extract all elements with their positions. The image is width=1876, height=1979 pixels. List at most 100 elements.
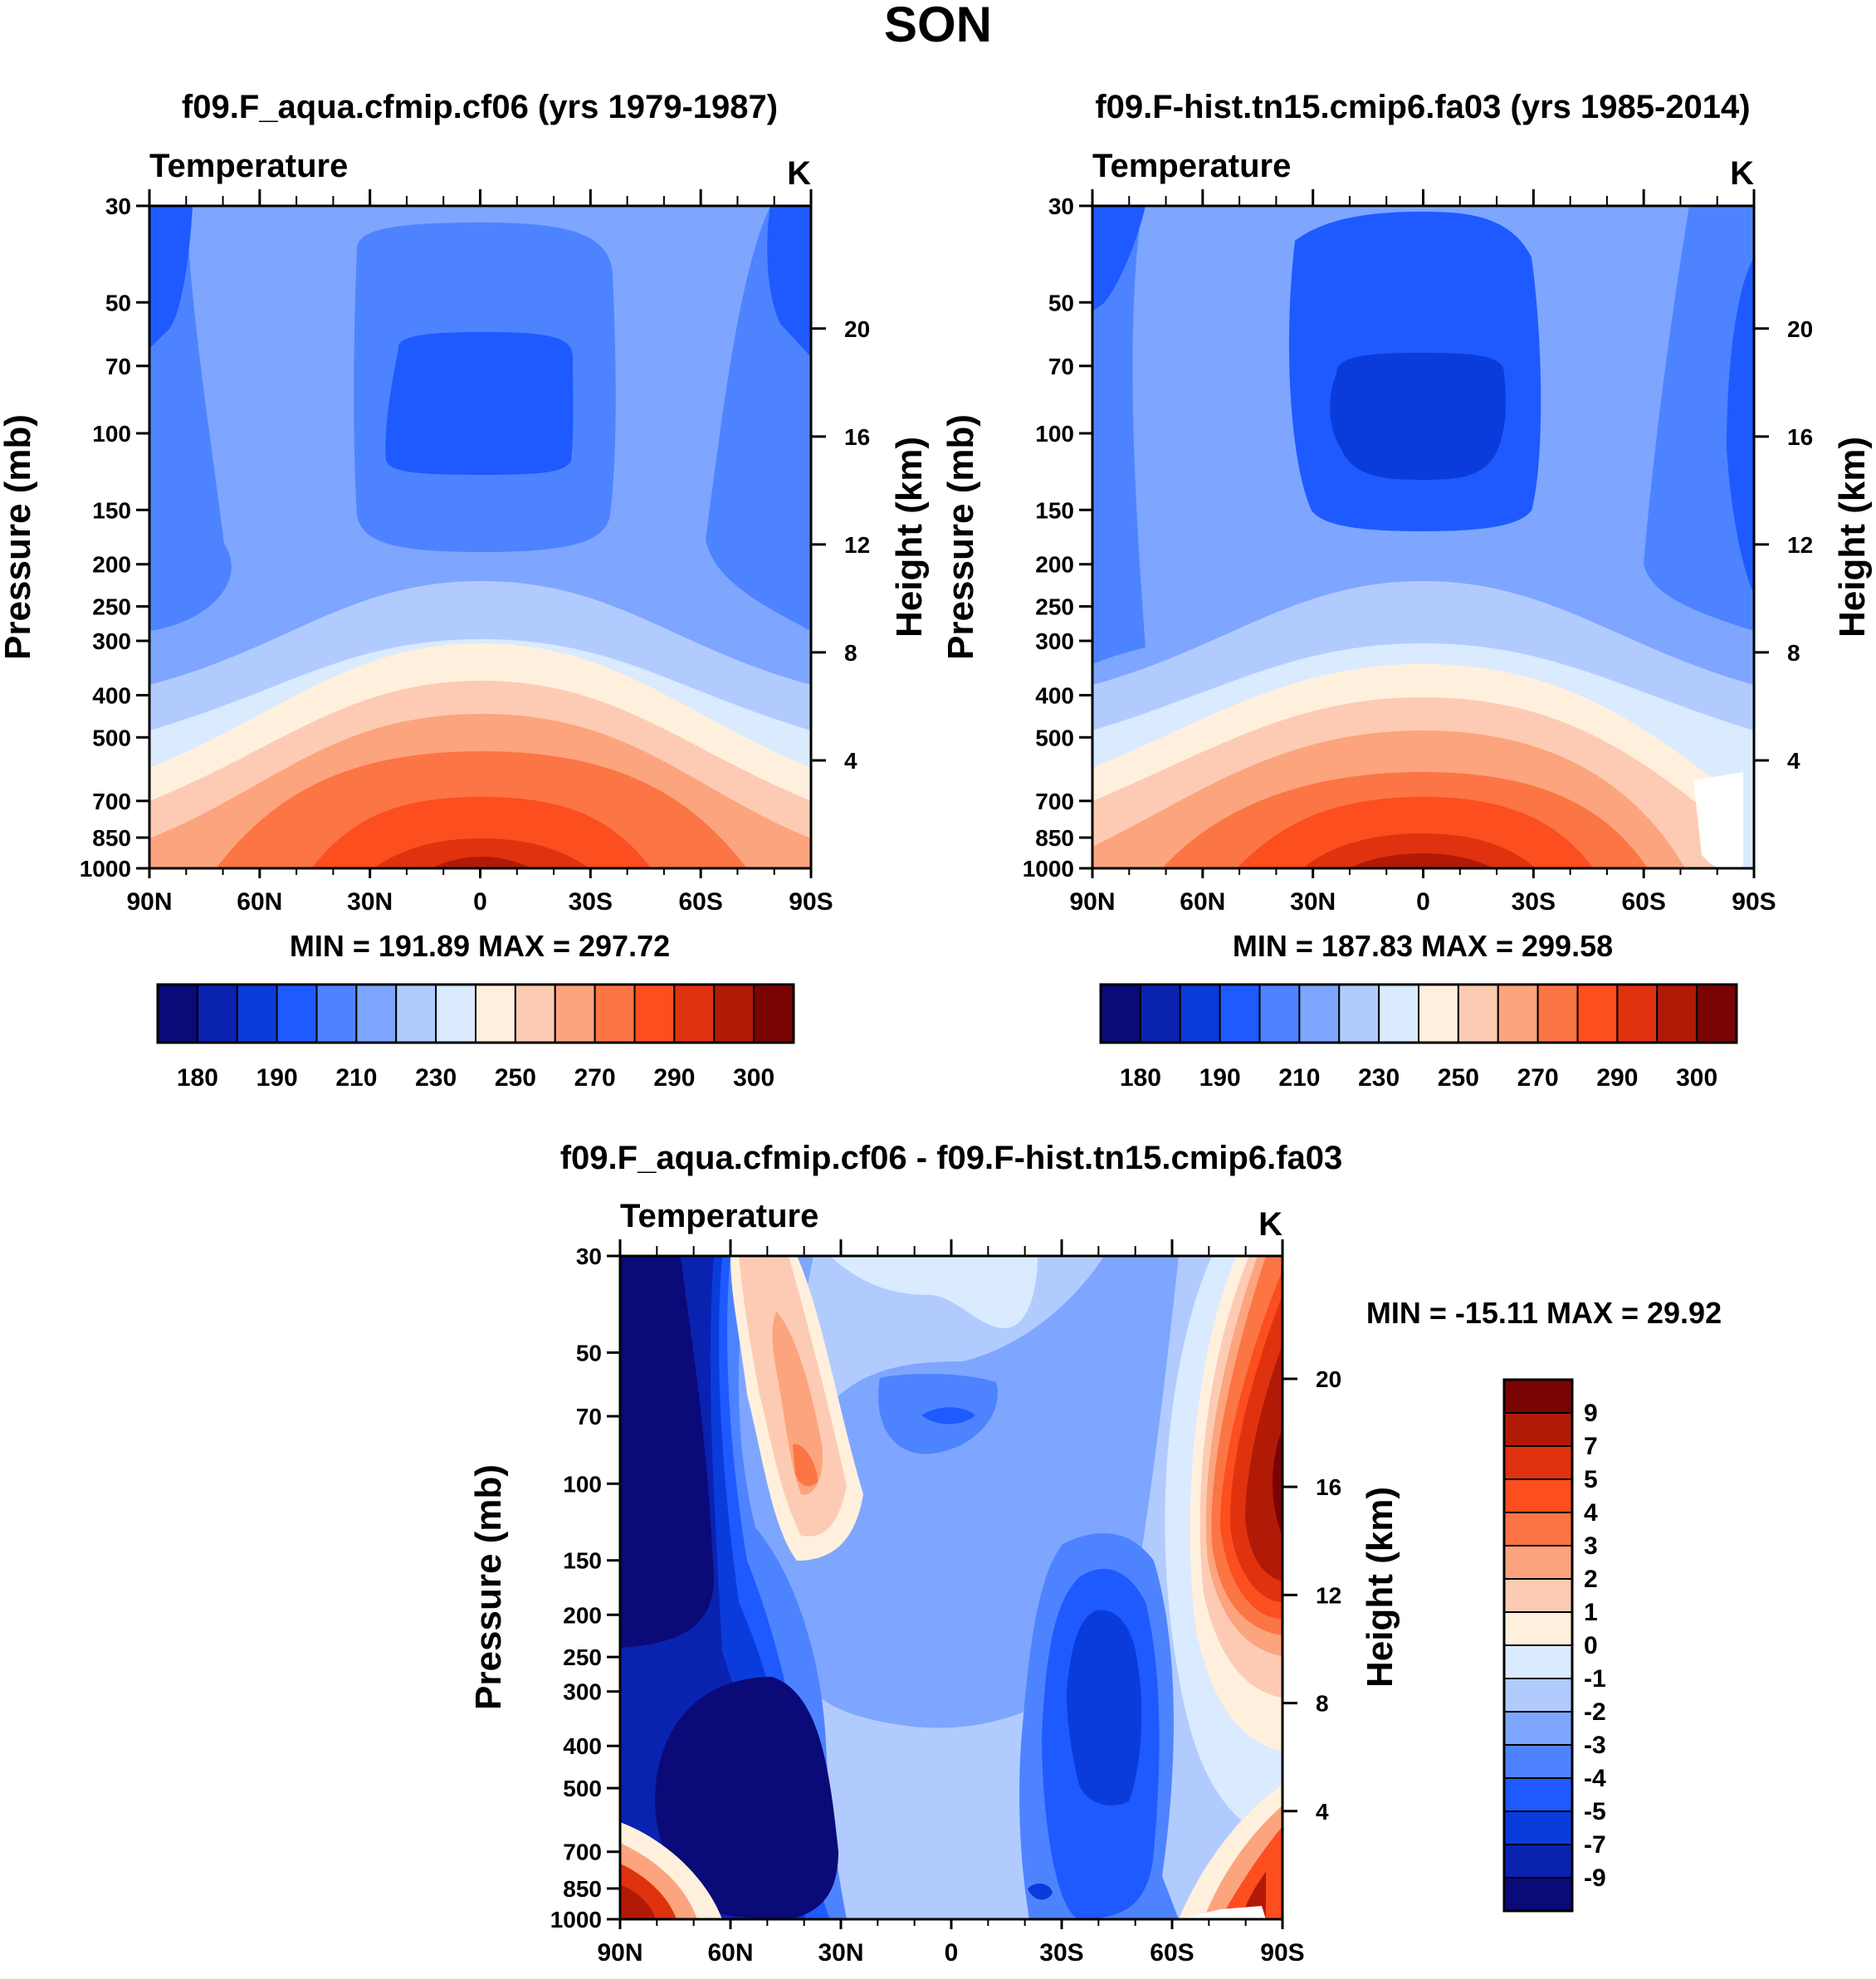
y-tick-label: 150: [563, 1548, 602, 1574]
colorbar-swatch: [1503, 1711, 1573, 1746]
y-tick-label: 1000: [80, 856, 131, 882]
colorbar-frame: [1502, 1378, 1574, 1913]
y-tick-label: 200: [563, 1602, 602, 1628]
colorbar-label: 4: [1584, 1499, 1598, 1527]
colorbar-swatch: [1576, 984, 1619, 1043]
x-tick-label: 30S: [1039, 1939, 1083, 1967]
panel-right-axes: 90N 60N 30N 0 30S 60S 90S 30 50 70 100 150 200 250 300…: [1023, 189, 1813, 916]
colorbar-label: 190: [256, 1064, 298, 1092]
colorbar-swatch: [1503, 1844, 1573, 1879]
colorbar-frame: [156, 983, 795, 1044]
panel-left-axes: 90N 60N 30N 0 30S 60S 90S 30 50 70 100 150 200 250 300…: [80, 189, 870, 916]
colorbar-swatch: [236, 984, 278, 1043]
colorbar-label: 1: [1584, 1599, 1598, 1626]
height-tick-label: 16: [1316, 1474, 1341, 1500]
colorbar-swatch: [514, 984, 556, 1043]
height-tick-label: 16: [1787, 424, 1813, 450]
colorbar-label: 300: [733, 1064, 774, 1092]
y-tick-label: 300: [563, 1679, 602, 1705]
y-tick-label: 200: [1035, 552, 1074, 578]
y-tick-label: 50: [576, 1340, 602, 1366]
colorbar-swatch: [1696, 984, 1737, 1043]
panel-diff: f09.F_aqua.cfmip.cf06 - f09.F-hist.tn15.…: [468, 1140, 1722, 1967]
height-tick-label: 20: [844, 316, 870, 342]
y-tick-label: 100: [563, 1471, 602, 1497]
panel-diff-units: K: [1258, 1206, 1282, 1243]
y-tick-label: 250: [92, 594, 131, 620]
panel-diff-ylabel-right: Height (km): [1360, 1487, 1400, 1688]
panel-left: f09.F_aqua.cfmip.cf06 (yrs 1979-1987) Te…: [0, 89, 930, 1092]
x-tick-label: 30S: [569, 888, 613, 916]
colorbar-label: -1: [1584, 1665, 1606, 1693]
colorbar-swatch: [157, 984, 198, 1043]
colorbar-label: -9: [1584, 1864, 1606, 1892]
colorbar-swatch: [1139, 984, 1181, 1043]
x-tick-label: 30S: [1512, 888, 1556, 916]
x-tick-label: 60N: [707, 1939, 753, 1967]
y-tick-label: 850: [1035, 825, 1074, 851]
colorbar-swatch: [1219, 984, 1261, 1043]
colorbar-swatch: [276, 984, 318, 1043]
y-tick-label: 150: [1035, 497, 1074, 523]
colorbar-swatch: [753, 984, 794, 1043]
panel-right: f09.F-hist.tn15.cmip6.fa03 (yrs 1985-201…: [940, 89, 1873, 1092]
height-tick-label: 8: [1787, 640, 1800, 666]
panel-left-ylabel: Pressure (mb): [0, 414, 38, 660]
x-tick-label: 30N: [347, 888, 393, 916]
colorbar-swatch: [673, 984, 716, 1043]
x-tick-label: 0: [945, 1939, 959, 1967]
height-tick-label: 4: [844, 748, 857, 774]
colorbar-swatch: [1503, 1412, 1573, 1447]
panel-right-title: f09.F-hist.tn15.cmip6.fa03 (yrs 1985-201…: [1095, 89, 1750, 125]
colorbar-swatch: [355, 984, 398, 1043]
y-tick-label: 50: [105, 290, 131, 315]
colorbar-swatch: [1503, 1379, 1573, 1414]
height-tick-label: 8: [844, 640, 857, 666]
y-tick-label: 100: [92, 421, 131, 447]
colorbar-label: 5: [1584, 1466, 1598, 1493]
colorbar-label: 3: [1584, 1532, 1598, 1560]
panel-left-colorbar: 180 190 210 230 250 270 290 300: [156, 983, 795, 1092]
colorbar-label: 270: [574, 1064, 616, 1092]
y-tick-label: 700: [92, 789, 131, 814]
colorbar-label: 300: [1676, 1064, 1717, 1092]
colorbar-label: 290: [653, 1064, 695, 1092]
colorbar-label: 210: [1278, 1064, 1320, 1092]
panel-left-minmax: MIN = 191.89 MAX = 297.72: [290, 929, 670, 963]
colorbar-swatch: [633, 984, 676, 1043]
panel-left-ylabel-right: Height (km): [889, 437, 930, 638]
y-tick-label: 1000: [1023, 856, 1074, 882]
y-tick-label: 150: [92, 497, 131, 523]
colorbar-swatch: [395, 984, 437, 1043]
height-tick-label: 4: [1316, 1799, 1329, 1825]
colorbar-swatch: [1503, 1545, 1573, 1580]
colorbar-swatch: [1616, 984, 1659, 1043]
colorbar-swatch: [1536, 984, 1579, 1043]
height-tick-label: 8: [1316, 1691, 1329, 1717]
y-tick-label: 70: [105, 354, 131, 379]
height-tick-label: 4: [1787, 748, 1800, 774]
colorbar-swatch: [1298, 984, 1341, 1043]
colorbar-swatch: [1179, 984, 1221, 1043]
colorbar-label: -2: [1584, 1698, 1606, 1726]
x-tick-label: 60S: [1621, 888, 1665, 916]
colorbar-swatch: [1503, 1810, 1573, 1845]
y-tick-label: 100: [1035, 421, 1074, 447]
x-tick-label: 90S: [1260, 1939, 1304, 1967]
y-tick-label: 850: [563, 1876, 602, 1902]
colorbar-label: 180: [177, 1064, 218, 1092]
colorbar-label: -4: [1584, 1765, 1606, 1792]
colorbar-swatch: [475, 984, 516, 1043]
y-tick-label: 70: [1048, 354, 1074, 379]
colorbar-swatch: [1503, 1877, 1573, 1912]
x-tick-label: 90S: [1732, 888, 1776, 916]
y-tick-label: 400: [563, 1733, 602, 1759]
height-tick-label: 20: [1316, 1366, 1341, 1392]
colorbar-label: 180: [1120, 1064, 1161, 1092]
x-tick-label: 60N: [1180, 888, 1225, 916]
height-tick-label: 12: [1787, 532, 1813, 558]
colorbar-swatch: [315, 984, 358, 1043]
x-tick-label: 90N: [1069, 888, 1115, 916]
y-tick-label: 400: [92, 682, 131, 708]
height-tick-label: 20: [1787, 316, 1813, 342]
